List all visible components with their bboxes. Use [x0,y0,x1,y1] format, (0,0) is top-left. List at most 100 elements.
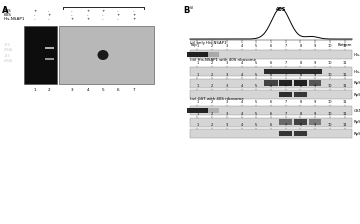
Text: +: + [47,13,51,17]
Text: 9: 9 [314,100,316,104]
Text: (iii) His-NSAP1 with 40S ribosome: (iii) His-NSAP1 with 40S ribosome [190,58,256,62]
Text: Bottom: Bottom [338,43,352,47]
Bar [190,129,352,138]
Text: +: + [86,9,90,13]
Text: +: + [86,17,90,21]
Text: 1: 1 [196,73,198,77]
Text: 40S: 40S [4,9,12,13]
Text: +: + [33,9,37,13]
Text: 28S
rRNA: 28S rRNA [4,43,13,52]
Bar [190,50,352,59]
Bar [309,80,321,86]
Text: 3: 3 [226,112,228,116]
Text: -: - [87,13,89,17]
Text: 10: 10 [328,112,332,116]
Bar [187,52,208,57]
Text: 18S
rRNA: 18S rRNA [4,54,13,63]
Text: B: B [183,6,189,15]
Text: His-NSAP1: His-NSAP1 [354,69,360,73]
Text: 6: 6 [270,100,272,104]
Text: 10: 10 [328,123,332,127]
Text: 3: 3 [226,44,228,48]
Text: 9: 9 [314,73,316,77]
Text: 7: 7 [285,84,287,88]
Text: 8: 8 [299,112,302,116]
Text: 4: 4 [87,88,89,92]
Text: 2: 2 [211,84,213,88]
Text: 10: 10 [328,73,332,77]
Bar [59,26,154,84]
Text: 3: 3 [226,123,228,127]
Text: -: - [48,17,50,21]
Text: 8: 8 [299,61,302,65]
Text: 5: 5 [255,123,257,127]
Text: 9: 9 [314,84,316,88]
Text: 9: 9 [314,123,316,127]
Text: 3: 3 [226,100,228,104]
Text: 4: 4 [240,112,243,116]
Text: -: - [117,9,119,13]
Text: 5: 5 [255,44,257,48]
Text: 2: 2 [48,88,50,92]
Bar [206,52,219,57]
Text: 7: 7 [285,44,287,48]
Text: 8: 8 [299,84,302,88]
Bar [206,108,219,113]
Text: +: + [70,17,74,21]
Text: 6: 6 [117,88,119,92]
Text: 4: 4 [240,123,243,127]
Text: A: A [2,6,9,15]
Text: 7: 7 [285,100,287,104]
Text: -: - [71,13,73,17]
Bar [294,131,307,136]
Text: 1: 1 [196,84,198,88]
Text: 4: 4 [240,44,243,48]
Bar [190,67,352,76]
Text: 5: 5 [255,100,257,104]
Text: -: - [102,13,104,17]
Text: 1: 1 [34,88,36,92]
Text: 5: 5 [255,73,257,77]
Text: -: - [34,13,36,17]
Text: 11: 11 [342,112,347,116]
Text: 11: 11 [342,123,347,127]
Text: 10: 10 [328,100,332,104]
Bar [190,78,352,88]
Bar [294,92,307,97]
Text: 1: 1 [196,44,198,48]
Text: 7: 7 [285,61,287,65]
Bar [264,69,322,74]
Text: (ii) only His-NSAP1: (ii) only His-NSAP1 [190,41,226,45]
Bar [24,26,57,84]
Text: 8: 8 [299,100,302,104]
Text: 8: 8 [299,73,302,77]
Text: 6: 6 [270,112,272,116]
Text: 2: 2 [211,123,213,127]
Bar [190,106,352,115]
Bar [279,80,292,86]
Ellipse shape [98,50,108,60]
Text: -: - [71,9,73,13]
Text: RpS15: RpS15 [354,93,360,97]
Text: 10: 10 [328,44,332,48]
Text: 7: 7 [285,112,287,116]
Text: 1: 1 [196,123,198,127]
Text: His-NSAP1: His-NSAP1 [354,52,360,56]
Bar [45,47,54,49]
Text: 10: 10 [328,61,332,65]
Text: 3: 3 [226,61,228,65]
Text: 4: 4 [240,100,243,104]
Bar [279,131,292,136]
Text: 5: 5 [102,88,104,92]
Text: 10: 10 [328,84,332,88]
Text: 3: 3 [226,73,228,77]
Bar [294,80,307,86]
Text: 2: 2 [211,100,213,104]
Text: 11: 11 [342,44,347,48]
Text: 3: 3 [226,84,228,88]
Text: 5: 5 [255,112,257,116]
Text: 11: 11 [342,84,347,88]
Text: +: + [132,13,136,17]
Bar [45,58,54,60]
Text: 2: 2 [211,44,213,48]
